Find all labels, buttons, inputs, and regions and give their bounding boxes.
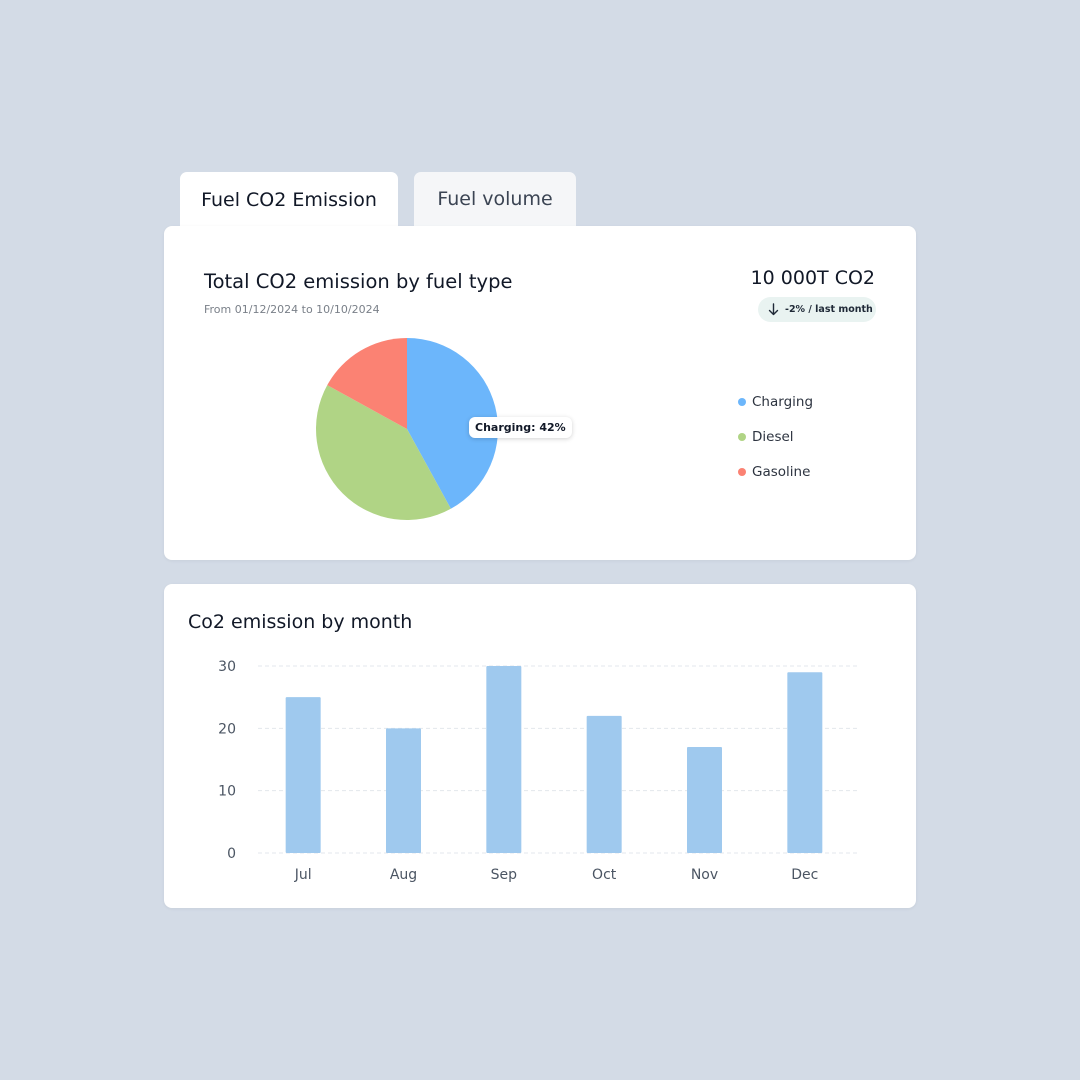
x-tick-label: Sep (491, 867, 518, 883)
y-tick-label: 0 (227, 846, 236, 862)
y-tick-label: 20 (218, 721, 236, 737)
pie-chart (316, 338, 499, 520)
legend-label: Charging (752, 393, 814, 410)
x-tick-label: Jul (294, 867, 312, 883)
x-tick-label: Aug (390, 867, 417, 883)
pie-tooltip: Charging: 42% (469, 417, 572, 438)
x-tick-label: Nov (691, 867, 718, 883)
pie-chart-title: Total CO2 emission by fuel type (204, 270, 513, 293)
pie-slice-diesel[interactable] (316, 385, 451, 520)
legend-dot (738, 432, 746, 441)
bar-dec[interactable] (787, 672, 823, 853)
pie-legend: Charging Diesel Gasoline (738, 384, 813, 489)
total-emission-value: 10 000T CO2 (750, 267, 875, 289)
arrow-down-icon (768, 303, 779, 316)
bar-aug[interactable] (386, 728, 421, 853)
legend-label: Gasoline (752, 463, 811, 480)
bar-chart-title: Co2 emission by month (188, 611, 413, 633)
bar-oct[interactable] (586, 715, 622, 853)
pie-slice-charging[interactable] (407, 338, 499, 509)
emission-by-fuel-card: Total CO2 emission by fuel type From 01/… (164, 226, 916, 560)
change-badge-label: -2% / last month (785, 304, 873, 315)
bar-chart: 0 10 20 30 Jul Aug Sep Oct Nov Dec (218, 659, 860, 883)
y-tick-label: 30 (218, 659, 236, 675)
bar-nov[interactable] (687, 747, 722, 853)
bar-jul[interactable] (285, 697, 321, 853)
x-tick-label: Oct (592, 867, 617, 883)
legend-dot (738, 397, 746, 406)
legend-item-charging[interactable]: Charging (738, 384, 813, 419)
emission-by-month-card: Co2 emission by month 0 10 20 30 Jul Aug Sep Oc… (164, 584, 916, 908)
tab-fuel-co2-emission[interactable]: Fuel CO2 Emission (180, 172, 398, 228)
bar-sep[interactable] (486, 666, 522, 853)
y-tick-label: 10 (218, 784, 236, 800)
legend-dot (738, 467, 746, 476)
legend-item-gasoline[interactable]: Gasoline (738, 454, 813, 489)
x-tick-label: Dec (791, 867, 818, 883)
change-badge: -2% / last month (758, 297, 876, 322)
pie-slice-gasoline[interactable] (327, 338, 407, 429)
legend-label: Diesel (752, 428, 794, 445)
date-range-label: From 01/12/2024 to 10/10/2024 (204, 303, 380, 316)
tab-fuel-volume[interactable]: Fuel volume (414, 172, 576, 226)
legend-item-diesel[interactable]: Diesel (738, 419, 813, 454)
